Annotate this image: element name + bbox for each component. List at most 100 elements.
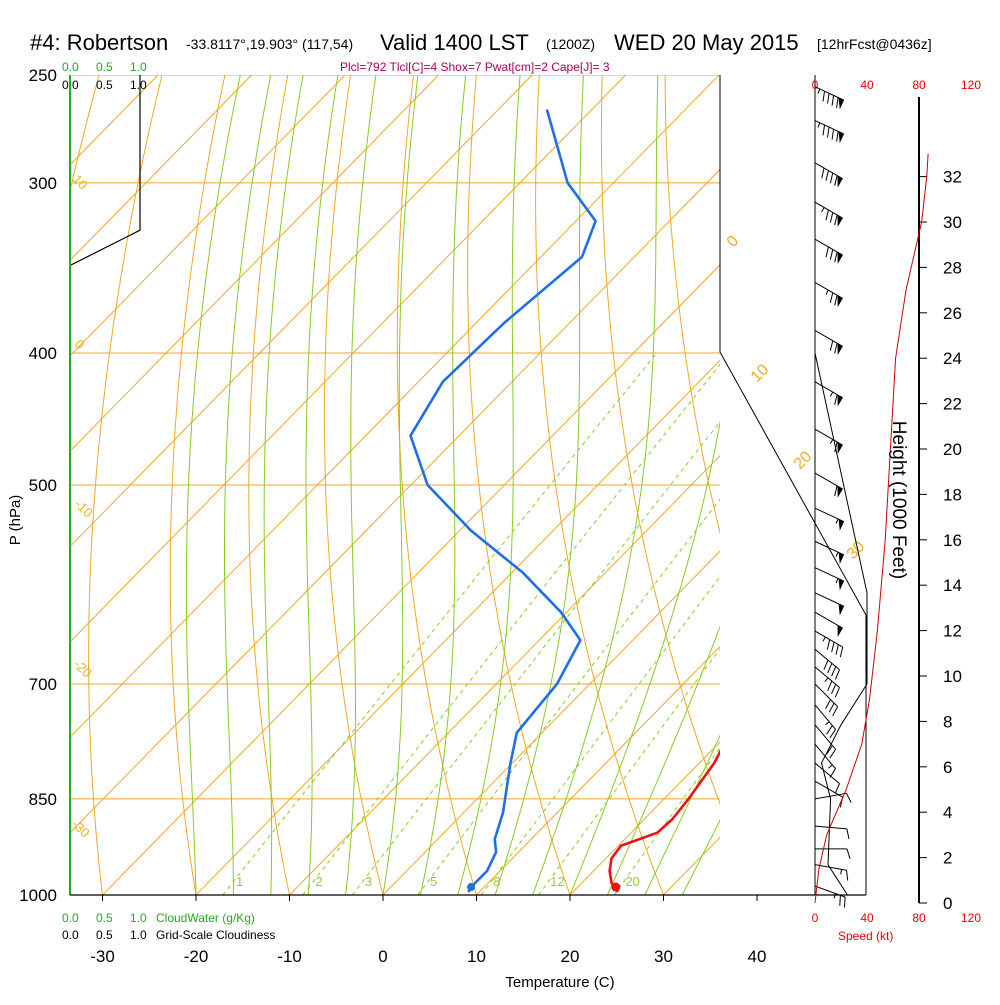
mixing-ratio-label: 12 bbox=[550, 874, 564, 889]
wind-barb-half bbox=[818, 123, 820, 128]
wind-barb-full bbox=[844, 897, 845, 907]
pressure-tick-label: 250 bbox=[29, 66, 57, 85]
pressure-tick-label: 300 bbox=[29, 174, 57, 193]
wind-barb-half bbox=[826, 290, 829, 294]
speed-tick-bottom: 120 bbox=[961, 911, 981, 925]
station-coords: -33.8117°,19.903° (117,54) bbox=[186, 36, 353, 52]
height-tick-label: 22 bbox=[943, 395, 962, 414]
speed-tick-bottom: 80 bbox=[912, 911, 926, 925]
isotherm-label: 10 bbox=[748, 361, 773, 386]
wind-barb-full bbox=[826, 171, 828, 181]
wind-barb-half bbox=[825, 678, 828, 682]
wind-barb bbox=[815, 239, 843, 264]
wind-barb-staff bbox=[815, 282, 843, 298]
height-axis-title: Height (1000 Feet) bbox=[888, 421, 909, 579]
wind-barb-full bbox=[835, 395, 837, 405]
mixing-ratio-label: 3 bbox=[365, 874, 372, 889]
speed-tick-top: 0 bbox=[812, 78, 819, 92]
wind-barb-full bbox=[847, 849, 850, 859]
speed-tick-top: 80 bbox=[912, 78, 926, 92]
wind-barb bbox=[815, 382, 843, 407]
wind-barb-full bbox=[830, 249, 832, 259]
wind-speed-line bbox=[815, 353, 867, 895]
wind-barb-staff bbox=[815, 473, 843, 489]
wind-barb-full bbox=[832, 684, 836, 694]
wind-barb bbox=[815, 282, 843, 307]
x-axis-title: Temperature (C) bbox=[505, 974, 614, 991]
wind-barb-full bbox=[835, 687, 839, 697]
wind-barb bbox=[815, 330, 843, 355]
wind-barb-full bbox=[828, 93, 830, 103]
height-tick-label: 2 bbox=[943, 849, 952, 868]
wind-barb-full bbox=[823, 125, 825, 135]
adiabat-label: 10 bbox=[70, 172, 91, 193]
cloudiness-tick-top: 1.0 bbox=[130, 78, 147, 92]
wind-barb bbox=[815, 793, 851, 802]
mixing-ratio-line bbox=[539, 353, 943, 895]
wind-barb bbox=[815, 826, 849, 839]
height-tick-label: 30 bbox=[943, 213, 962, 232]
wind-barb-half bbox=[825, 722, 829, 725]
wind-barb-full bbox=[830, 293, 832, 303]
adiabat-label: -30 bbox=[69, 817, 93, 841]
dewpoint-profile bbox=[411, 110, 596, 893]
wind-barb-flag bbox=[838, 343, 843, 355]
wind-barb-full bbox=[828, 127, 830, 137]
cloudiness-tick-bottom: 0.0 bbox=[62, 928, 79, 942]
wind-barb-half bbox=[836, 578, 838, 583]
wind-barb-half bbox=[836, 519, 838, 524]
wind-barb bbox=[815, 163, 843, 188]
temperature-tick-label: -30 bbox=[90, 947, 115, 966]
mixing-ratio-line bbox=[481, 353, 890, 895]
wind-barb-full bbox=[837, 97, 839, 107]
sounding-params: Plcl=792 Tlcl[C]=4 Shox=7 Pwat[cm]=2 Cap… bbox=[340, 60, 610, 74]
background-lines bbox=[0, 75, 1000, 895]
temperature-tick-label: 30 bbox=[654, 947, 673, 966]
wind-barb-full bbox=[826, 247, 828, 257]
wind-barb-half bbox=[822, 207, 825, 211]
wind-barb-staff bbox=[815, 382, 843, 398]
wind-barb-full bbox=[830, 769, 836, 778]
wind-barb-flag bbox=[838, 215, 843, 227]
wind-barb bbox=[815, 121, 844, 144]
wind-barb-full bbox=[830, 173, 832, 183]
cloudwater-tick-bottom: 0.5 bbox=[96, 911, 113, 925]
isotherm-label: 0 bbox=[724, 232, 742, 250]
adiabat-label: -20 bbox=[71, 657, 95, 681]
temperature-tick-label: 10 bbox=[467, 947, 486, 966]
wind-barb-full bbox=[835, 343, 837, 353]
wind-barb-full bbox=[832, 129, 834, 139]
height-tick-label: 8 bbox=[943, 712, 952, 731]
wind-barb bbox=[815, 865, 848, 881]
wind-barb-full bbox=[835, 215, 837, 225]
wind-barb bbox=[815, 667, 840, 697]
dry-adiabat bbox=[854, 75, 1000, 895]
height-tick-label: 28 bbox=[943, 258, 962, 277]
valid-time: Valid 1400 LST bbox=[380, 30, 529, 55]
wind-barb-full bbox=[832, 667, 836, 677]
adiabat-label: -10 bbox=[72, 497, 96, 521]
wind-barb bbox=[815, 568, 844, 591]
wind-barb-full bbox=[830, 341, 832, 351]
mixing-ratio-label: 2 bbox=[316, 874, 323, 889]
speed-tick-bottom: 0 bbox=[812, 911, 819, 925]
height-tick-label: 4 bbox=[943, 803, 952, 822]
pressure-tick-label: 400 bbox=[29, 344, 57, 363]
wind-barb bbox=[815, 473, 843, 498]
wind-barb-full bbox=[826, 700, 831, 709]
cloudiness-tick-bottom: 0.5 bbox=[96, 928, 113, 942]
wind-barb-full bbox=[840, 895, 841, 905]
wind-barb-full bbox=[828, 663, 832, 673]
wind-barb-flag bbox=[838, 625, 843, 637]
mixing-ratio-label: 8 bbox=[493, 874, 500, 889]
height-tick-label: 6 bbox=[943, 758, 952, 777]
wind-barb-flag bbox=[838, 442, 843, 454]
wind-barb-full bbox=[826, 210, 828, 220]
wind-barb-full bbox=[835, 295, 837, 305]
wind-barb-full bbox=[833, 707, 838, 716]
cloudwater-tick-bottom: 1.0 bbox=[130, 911, 147, 925]
mixing-ratio-line bbox=[352, 353, 774, 895]
cloudwater-tick-bottom: 0.0 bbox=[62, 911, 79, 925]
wind-barb-flag bbox=[838, 252, 843, 264]
temperature-profile bbox=[610, 110, 785, 893]
